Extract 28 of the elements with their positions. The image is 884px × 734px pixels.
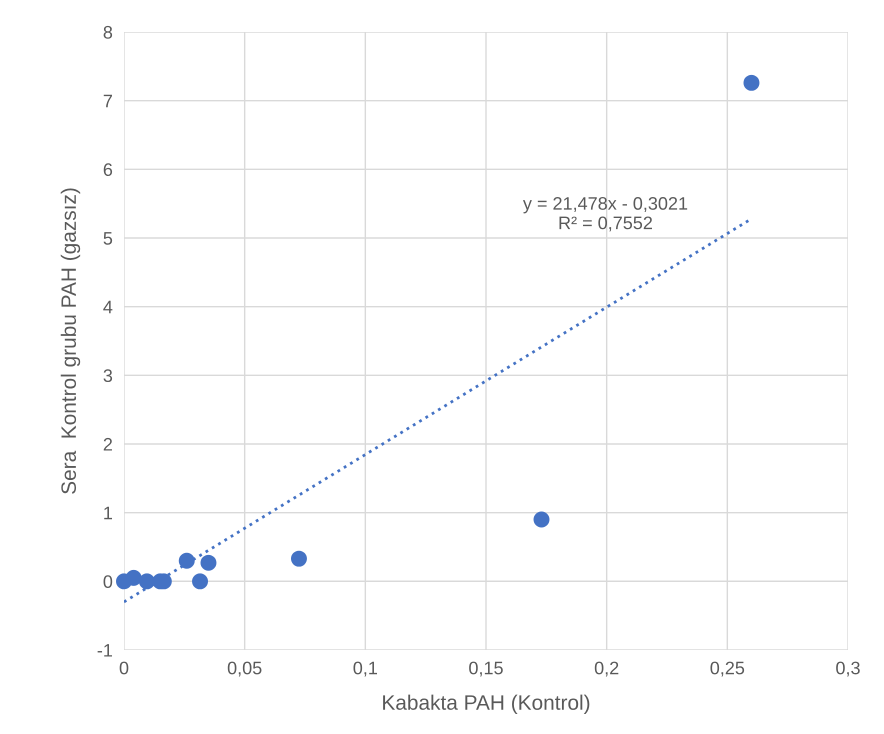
x-tick-label: 0 [120, 662, 128, 674]
x-tick-label: 0,15 [469, 662, 503, 677]
y-tick-label: 5 [104, 232, 112, 245]
point [534, 512, 550, 528]
y-tick-label: 0 [104, 575, 112, 588]
point [290, 550, 307, 567]
point [138, 573, 155, 590]
y-axis-title: Sera Kontrol grubu PAH (gazsız) [60, 188, 80, 494]
point [200, 554, 216, 571]
x-tick-label: 0,25 [710, 662, 744, 677]
annotation: y = 21,478x - 0,3021 R² = 0,7552 [522, 197, 688, 232]
y-tick-label: 3 [104, 369, 112, 382]
y-tick-label: 1 [104, 506, 112, 520]
x-axis-title: Kabakta PAH (Kontrol) [383, 694, 590, 714]
x-tick-label: 0,3 [836, 662, 860, 677]
y-tick-label: 6 [104, 163, 112, 176]
x-tick-label: 0,2 [594, 662, 618, 677]
y-tick-label: -1 [98, 644, 112, 657]
point [192, 573, 208, 590]
x-tick-label: 0,05 [228, 662, 262, 677]
point [126, 570, 142, 586]
x-tick-label: 0,1 [353, 662, 378, 677]
point [178, 552, 195, 569]
y-tick-label: 8 [104, 26, 112, 39]
point [743, 74, 760, 91]
y-tick-label: 2 [104, 438, 112, 451]
y-tick-label: 7 [104, 94, 112, 108]
y-tick-label: 4 [103, 300, 112, 314]
